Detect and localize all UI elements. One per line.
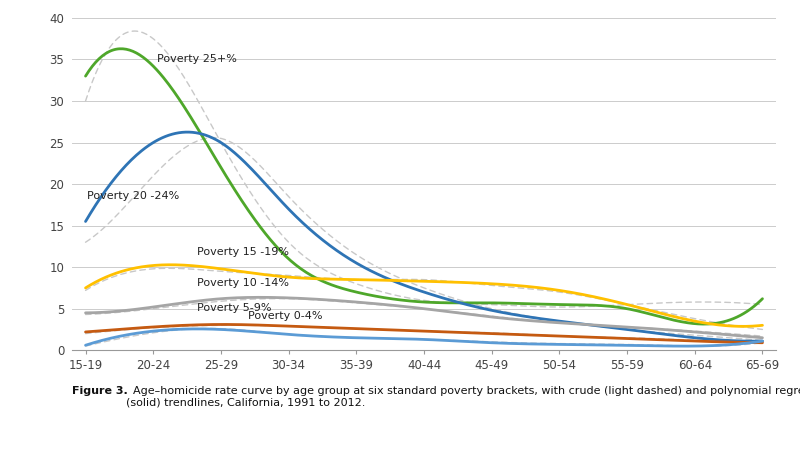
Text: Poverty 15 -19%: Poverty 15 -19% <box>198 247 290 257</box>
Text: Poverty 10 -14%: Poverty 10 -14% <box>198 278 290 288</box>
Text: Poverty 20 -24%: Poverty 20 -24% <box>87 191 179 201</box>
Text: Poverty 25+%: Poverty 25+% <box>157 53 237 64</box>
Text: Poverty 5-9%: Poverty 5-9% <box>198 303 272 313</box>
Text: Figure 3.: Figure 3. <box>72 386 128 396</box>
Text: Age–homicide rate curve by age group at six standard poverty brackets, with crud: Age–homicide rate curve by age group at … <box>126 386 800 408</box>
Text: Poverty 0-4%: Poverty 0-4% <box>248 311 322 321</box>
